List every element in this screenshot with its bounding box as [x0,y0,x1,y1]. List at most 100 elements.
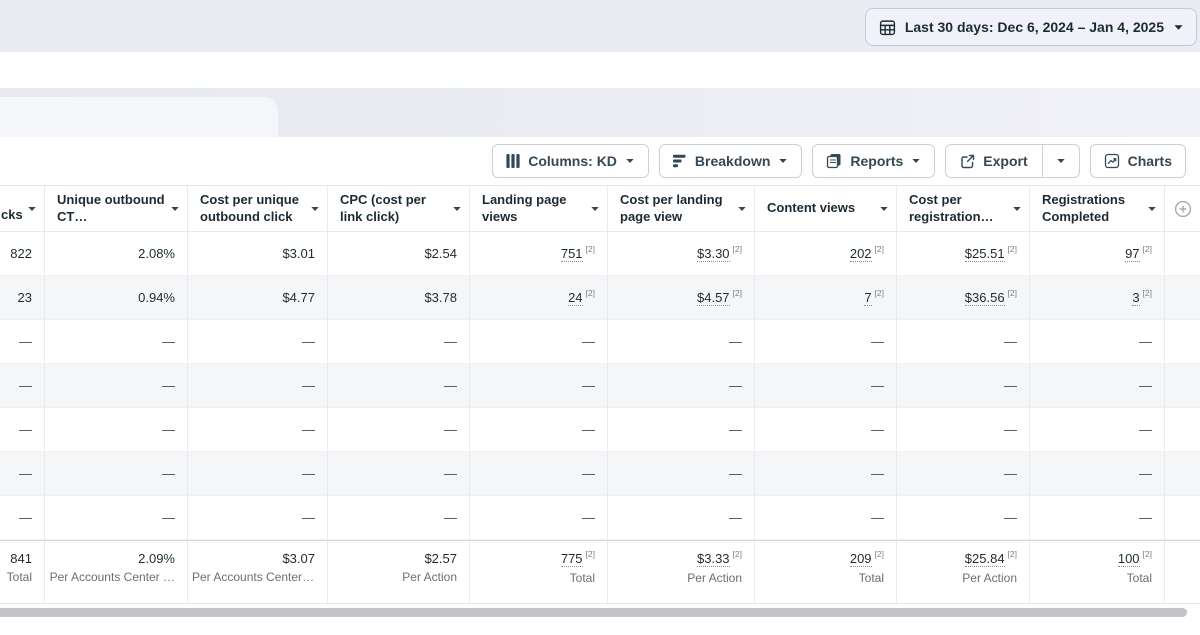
metric-value-link[interactable]: $4.57 [697,290,730,306]
totals-value-line: $3.33[2] [697,551,742,567]
footnote-marker: [2] [733,288,742,298]
charts-label: Charts [1128,153,1172,169]
metric-cell: — [470,364,608,407]
breakdown-button[interactable]: Breakdown [659,144,802,178]
metric-cell: — [608,496,755,539]
columns-label: Columns: KD [528,153,617,169]
metric-cell: — [1030,320,1165,363]
column-header-cost-per-landing-page-view[interactable]: Cost per landing page view [608,186,755,231]
metric-value-link[interactable]: 202 [850,246,872,262]
plus-circle-icon [1174,200,1192,218]
totals-value-link[interactable]: 775 [561,551,583,567]
columns-button[interactable]: Columns: KD [492,144,649,178]
metric-value: — [1139,466,1152,481]
column-header-unique-outbound-ct[interactable]: Unique outbound CT… [45,186,188,231]
chevron-down-icon [778,156,788,166]
metric-value: — [444,334,457,349]
ads-manager-screen: Last 30 days: Dec 6, 2024 – Jan 4, 2025 … [0,0,1200,635]
column-header-cost-per-registration[interactable]: Cost per registration… [897,186,1030,231]
totals-value-link[interactable]: 209 [850,551,872,567]
metric-value-link[interactable]: 751 [561,246,583,262]
metric-value: — [1139,378,1152,393]
footnote-marker: [2] [586,244,595,254]
metric-cell: — [0,364,45,407]
metric-value-link[interactable]: 97 [1125,246,1139,262]
totals-value-line: 209[2] [850,551,884,567]
metric-cell: $3.01 [188,232,328,275]
totals-label: Total [859,571,884,585]
footnote-marker: [2] [875,549,884,559]
metric-cell: — [0,320,45,363]
metric-value: — [1139,334,1152,349]
column-header-content-views[interactable]: Content views [755,186,897,231]
column-header-cks[interactable]: cks [0,186,45,231]
totals-value-link[interactable]: $3.33 [697,551,730,567]
metric-value: — [871,334,884,349]
metric-cell: 0.94% [45,276,188,319]
column-header-landing-page-views[interactable]: Landing page views [470,186,608,231]
chevron-down-icon [879,204,889,214]
metric-cell: $4.57[2] [608,276,755,319]
reports-button[interactable]: Reports [812,144,935,178]
metric-cell: 3[2] [1030,276,1165,319]
chevron-down-icon [737,204,747,214]
metric-cell: $2.54 [328,232,470,275]
export-button[interactable]: Export [946,145,1041,177]
chevron-down-icon [1012,204,1022,214]
metric-cell: $3.78 [328,276,470,319]
add-column-button[interactable] [1165,186,1200,231]
chevron-down-icon [590,204,600,214]
active-tab-pane[interactable] [0,97,278,138]
column-header-label: Content views [767,200,875,217]
metric-cell: — [470,452,608,495]
date-range-picker[interactable]: Last 30 days: Dec 6, 2024 – Jan 4, 2025 [865,8,1197,46]
column-header-cost-per-unique-outbound-click[interactable]: Cost per unique outbound click [188,186,328,231]
metric-value-link[interactable]: $36.56 [965,290,1005,306]
footnote-marker: [2] [1008,288,1017,298]
export-options-button[interactable] [1043,145,1079,177]
metric-cell: — [45,496,188,539]
metric-cell: — [755,496,897,539]
footnote-marker: [2] [733,549,742,559]
metric-value: — [1139,510,1152,525]
export-icon [960,154,975,169]
metric-value-link[interactable]: 7 [864,290,871,306]
totals-value-link[interactable]: 100 [1118,551,1140,567]
metric-value: — [444,422,457,437]
metric-value: — [302,378,315,393]
metric-cell: — [470,408,608,451]
metric-cell: $3.30[2] [608,232,755,275]
column-header-label: CPC (cost per link click) [340,192,448,225]
totals-label: Total [570,571,595,585]
metric-value-link[interactable]: $3.30 [697,246,730,262]
totals-value-line: 775[2] [561,551,595,567]
metric-value: — [162,422,175,437]
totals-label: Per Accounts Center … [50,570,175,584]
metric-value-link[interactable]: 24 [568,290,582,306]
metric-value-link[interactable]: $25.51 [965,246,1005,262]
totals-value-link[interactable]: $25.84 [965,551,1005,567]
metric-cell: $36.56[2] [897,276,1030,319]
metric-cell: — [328,452,470,495]
metric-cell: $25.51[2] [897,232,1030,275]
metric-cell: — [188,364,328,407]
metric-value: — [162,510,175,525]
totals-label: Per Action [687,571,742,585]
scrollbar-thumb[interactable] [0,608,1187,617]
totals-value-line: 100[2] [1118,551,1152,567]
column-header-cpc-cost-per-link-click[interactable]: CPC (cost per link click) [328,186,470,231]
charts-button[interactable]: Charts [1090,144,1186,178]
add-column-cell [1165,364,1200,407]
metric-value-link[interactable]: 3 [1132,290,1139,306]
chevron-down-icon [1056,156,1066,166]
columns-icon [506,154,520,168]
metric-value: — [871,422,884,437]
metric-value: — [729,422,742,437]
column-header-registrations-completed[interactable]: Registrations Completed [1030,186,1165,231]
chevron-down-icon [27,204,37,214]
table-row: ————————— [0,496,1200,540]
metric-cell: — [0,496,45,539]
metric-value: — [162,378,175,393]
column-header-label: Landing page views [482,192,586,225]
footnote-marker: [2] [1008,244,1017,254]
